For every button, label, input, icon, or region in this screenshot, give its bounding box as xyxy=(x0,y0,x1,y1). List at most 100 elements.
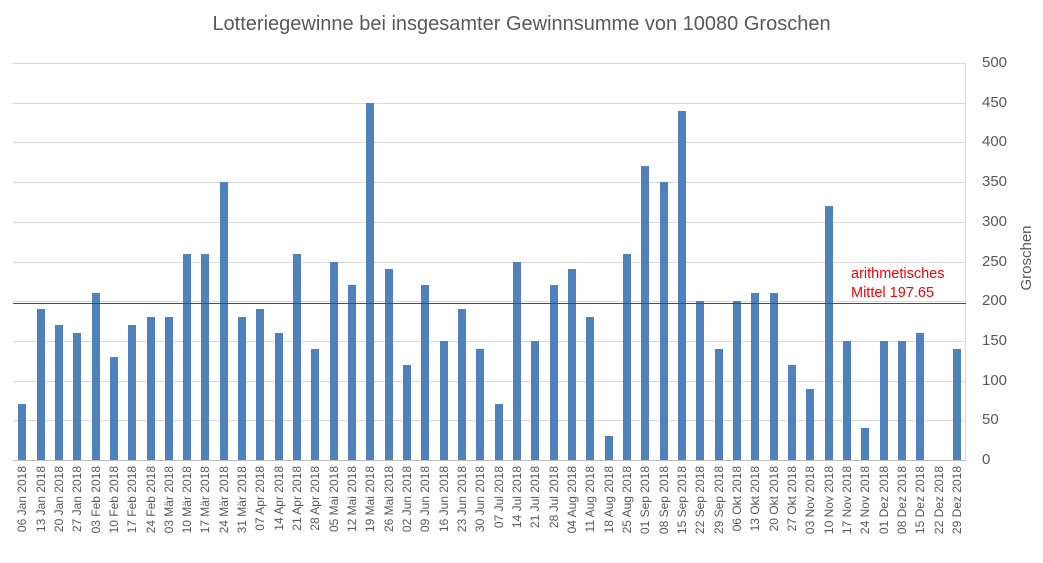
y-axis-title: Groschen xyxy=(1018,225,1035,291)
gridline xyxy=(13,301,966,303)
bar xyxy=(568,269,576,460)
bar xyxy=(238,317,247,460)
x-tick-label: 14 Apr 2018 xyxy=(271,466,286,531)
bar xyxy=(91,293,100,460)
bar xyxy=(696,301,705,460)
y-tick-label: 100 xyxy=(982,371,1008,389)
y-tick-label: 400 xyxy=(982,133,1008,151)
x-tick-label: 30 Jun 2018 xyxy=(473,466,488,533)
bar xyxy=(348,285,356,460)
x-tick-label: 15 Sep 2018 xyxy=(674,466,689,535)
gridline xyxy=(13,63,966,64)
bar xyxy=(714,348,723,460)
x-tick-label: 14 Jul 2018 xyxy=(510,466,524,529)
bar xyxy=(164,317,173,460)
x-tick-label: 21 Jul 2018 xyxy=(528,466,543,529)
bar xyxy=(403,364,411,460)
gridline xyxy=(13,182,966,184)
y-tick-label: 350 xyxy=(982,173,1008,191)
bar xyxy=(54,325,63,460)
x-tick-label: 02 Jun 2018 xyxy=(400,466,414,533)
x-tick-label: 13 Okt 2018 xyxy=(748,466,763,532)
x-tick-label: 28 Apr 2018 xyxy=(308,466,323,531)
bar xyxy=(659,182,668,460)
y-tick-label: 200 xyxy=(982,292,1008,310)
bar xyxy=(421,285,430,460)
x-tick-label: 10 Feb 2018 xyxy=(106,466,121,534)
gridline xyxy=(13,142,966,144)
bar xyxy=(806,388,815,460)
x-tick-label: 01 Dez 2018 xyxy=(876,466,891,535)
x-tick-label: 10 Nov 2018 xyxy=(821,466,836,535)
y-tick-label: 500 xyxy=(982,54,1008,71)
bar xyxy=(513,261,521,460)
bar xyxy=(183,253,192,460)
x-tick-label: 29 Dez 2018 xyxy=(949,466,964,535)
bar xyxy=(494,404,503,460)
gridline xyxy=(13,221,966,223)
bar xyxy=(18,404,27,460)
bar xyxy=(879,340,888,460)
y-tick-label: 50 xyxy=(982,411,999,429)
bar xyxy=(73,333,82,460)
x-tick-label: 07 Apr 2018 xyxy=(253,466,268,531)
bar xyxy=(732,301,741,460)
x-tick-label: 20 Jan 2018 xyxy=(51,466,66,533)
x-tick-label: 24 Feb 2018 xyxy=(143,466,158,534)
x-tick-label: 05 Mai 2018 xyxy=(326,466,341,533)
bar xyxy=(842,340,851,460)
x-tick-label: 07 Jul 2018 xyxy=(491,466,506,529)
gridline xyxy=(13,102,966,104)
x-tick-label: 03 Feb 2018 xyxy=(88,466,103,534)
bar xyxy=(586,317,595,460)
mean-line-label: arithmetisches Mittel 197.65 xyxy=(851,265,944,303)
x-tick-label: 08 Dez 2018 xyxy=(894,466,909,535)
x-tick-label: 20 Okt 2018 xyxy=(766,466,781,532)
bar xyxy=(916,333,925,460)
x-tick-label: 26 Mai 2018 xyxy=(381,466,396,533)
x-tick-label: 04 Aug 2018 xyxy=(565,466,579,534)
gridline xyxy=(13,420,966,422)
x-tick-label: 28 Jul 2018 xyxy=(546,466,561,529)
x-tick-label: 19 Mai 2018 xyxy=(363,466,378,533)
y-tick-label: 450 xyxy=(982,93,1008,111)
plot-area: arithmetisches Mittel 197.65 xyxy=(13,63,966,461)
y-tick-label: 150 xyxy=(982,331,1008,349)
bar xyxy=(146,317,155,460)
gridline xyxy=(13,380,966,382)
bar xyxy=(787,364,796,460)
x-tick-label: 18 Aug 2018 xyxy=(601,466,616,534)
y-tick-label: 250 xyxy=(982,252,1008,270)
bar xyxy=(439,340,448,460)
x-tick-label: 22 Sep 2018 xyxy=(693,466,708,535)
bar xyxy=(458,309,466,460)
x-tick-label: 27 Jan 2018 xyxy=(70,466,85,533)
x-tick-label: 27 Okt 2018 xyxy=(784,466,799,532)
mean-label-line1: arithmetisches xyxy=(851,266,945,283)
mean-line xyxy=(13,303,966,305)
bar xyxy=(128,325,137,460)
gridline xyxy=(13,261,966,263)
y-tick-label: 0 xyxy=(982,451,991,468)
x-tick-label: 25 Aug 2018 xyxy=(620,466,634,534)
x-tick-label: 06 Okt 2018 xyxy=(729,466,744,532)
bar xyxy=(861,428,870,460)
x-tick-label: 16 Jun 2018 xyxy=(436,466,451,533)
x-tick-label: 17 Mär 2018 xyxy=(198,466,213,534)
x-tick-label: 12 Mai 2018 xyxy=(345,466,359,533)
bar xyxy=(201,253,210,460)
bar xyxy=(751,293,760,460)
bar xyxy=(641,166,650,460)
bar xyxy=(824,205,833,460)
x-tick-label: 17 Nov 2018 xyxy=(839,466,854,535)
mean-label-line2: Mittel 197.65 xyxy=(851,285,935,302)
bar xyxy=(549,285,558,460)
x-tick-label: 06 Jan 2018 xyxy=(15,466,30,533)
bar xyxy=(311,348,320,460)
bar xyxy=(604,436,613,460)
x-tick-label: 03 Nov 2018 xyxy=(803,466,818,535)
x-tick-label: 21 Apr 2018 xyxy=(290,466,305,531)
bar xyxy=(677,110,686,460)
y-tick-label: 300 xyxy=(982,212,1008,230)
